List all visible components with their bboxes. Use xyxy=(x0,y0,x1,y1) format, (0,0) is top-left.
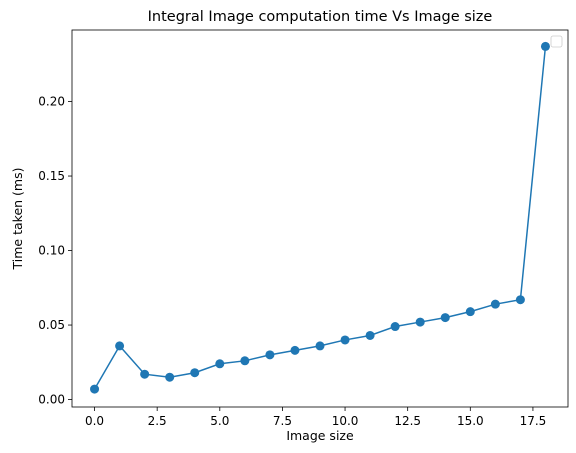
chart-title: Integral Image computation time Vs Image… xyxy=(148,9,493,25)
x-tick-label: 17.5 xyxy=(520,414,547,428)
data-point xyxy=(240,356,250,366)
x-tick-label: 2.5 xyxy=(148,414,167,428)
data-point xyxy=(90,384,100,394)
series-layer xyxy=(90,41,550,394)
data-point xyxy=(190,368,200,378)
data-point xyxy=(415,317,425,327)
y-tick-label: 0.10 xyxy=(38,244,65,258)
x-tick-label: 15.0 xyxy=(457,414,484,428)
data-point xyxy=(215,359,225,369)
y-tick-label: 0.00 xyxy=(38,393,65,407)
x-axis-label: Image size xyxy=(286,428,354,443)
series-line xyxy=(93,46,547,390)
x-tick-label: 10.0 xyxy=(332,414,359,428)
data-point xyxy=(440,313,450,323)
data-point xyxy=(540,41,550,51)
data-point xyxy=(165,372,175,382)
y-tick-label: 0.20 xyxy=(38,95,65,109)
data-point xyxy=(115,341,125,351)
data-point xyxy=(490,299,500,309)
data-point xyxy=(365,330,375,340)
legend-box xyxy=(550,35,563,48)
y-axis-ticks: 0.00 0.05 0.10 0.15 0.20 xyxy=(38,95,72,407)
y-tick-label: 0.05 xyxy=(38,318,65,332)
x-tick-label: 7.5 xyxy=(273,414,292,428)
y-axis-label: Time taken (ms) xyxy=(10,168,25,271)
data-point xyxy=(290,345,300,355)
plot-area xyxy=(71,29,569,408)
x-axis-ticks: 0.0 2.5 5.0 7.5 10.0 12.5 15.0 17.5 xyxy=(85,407,546,428)
axes-frame xyxy=(71,29,569,408)
data-point xyxy=(340,335,350,345)
data-point xyxy=(390,322,400,332)
y-tick-label: 0.15 xyxy=(38,169,65,183)
x-tick-label: 0.0 xyxy=(85,414,104,428)
data-point xyxy=(515,295,525,305)
data-point xyxy=(265,350,275,360)
data-point xyxy=(140,369,150,379)
x-tick-label: 12.5 xyxy=(394,414,421,428)
x-tick-label: 5.0 xyxy=(210,414,229,428)
data-point xyxy=(315,341,325,351)
data-point xyxy=(465,307,475,317)
